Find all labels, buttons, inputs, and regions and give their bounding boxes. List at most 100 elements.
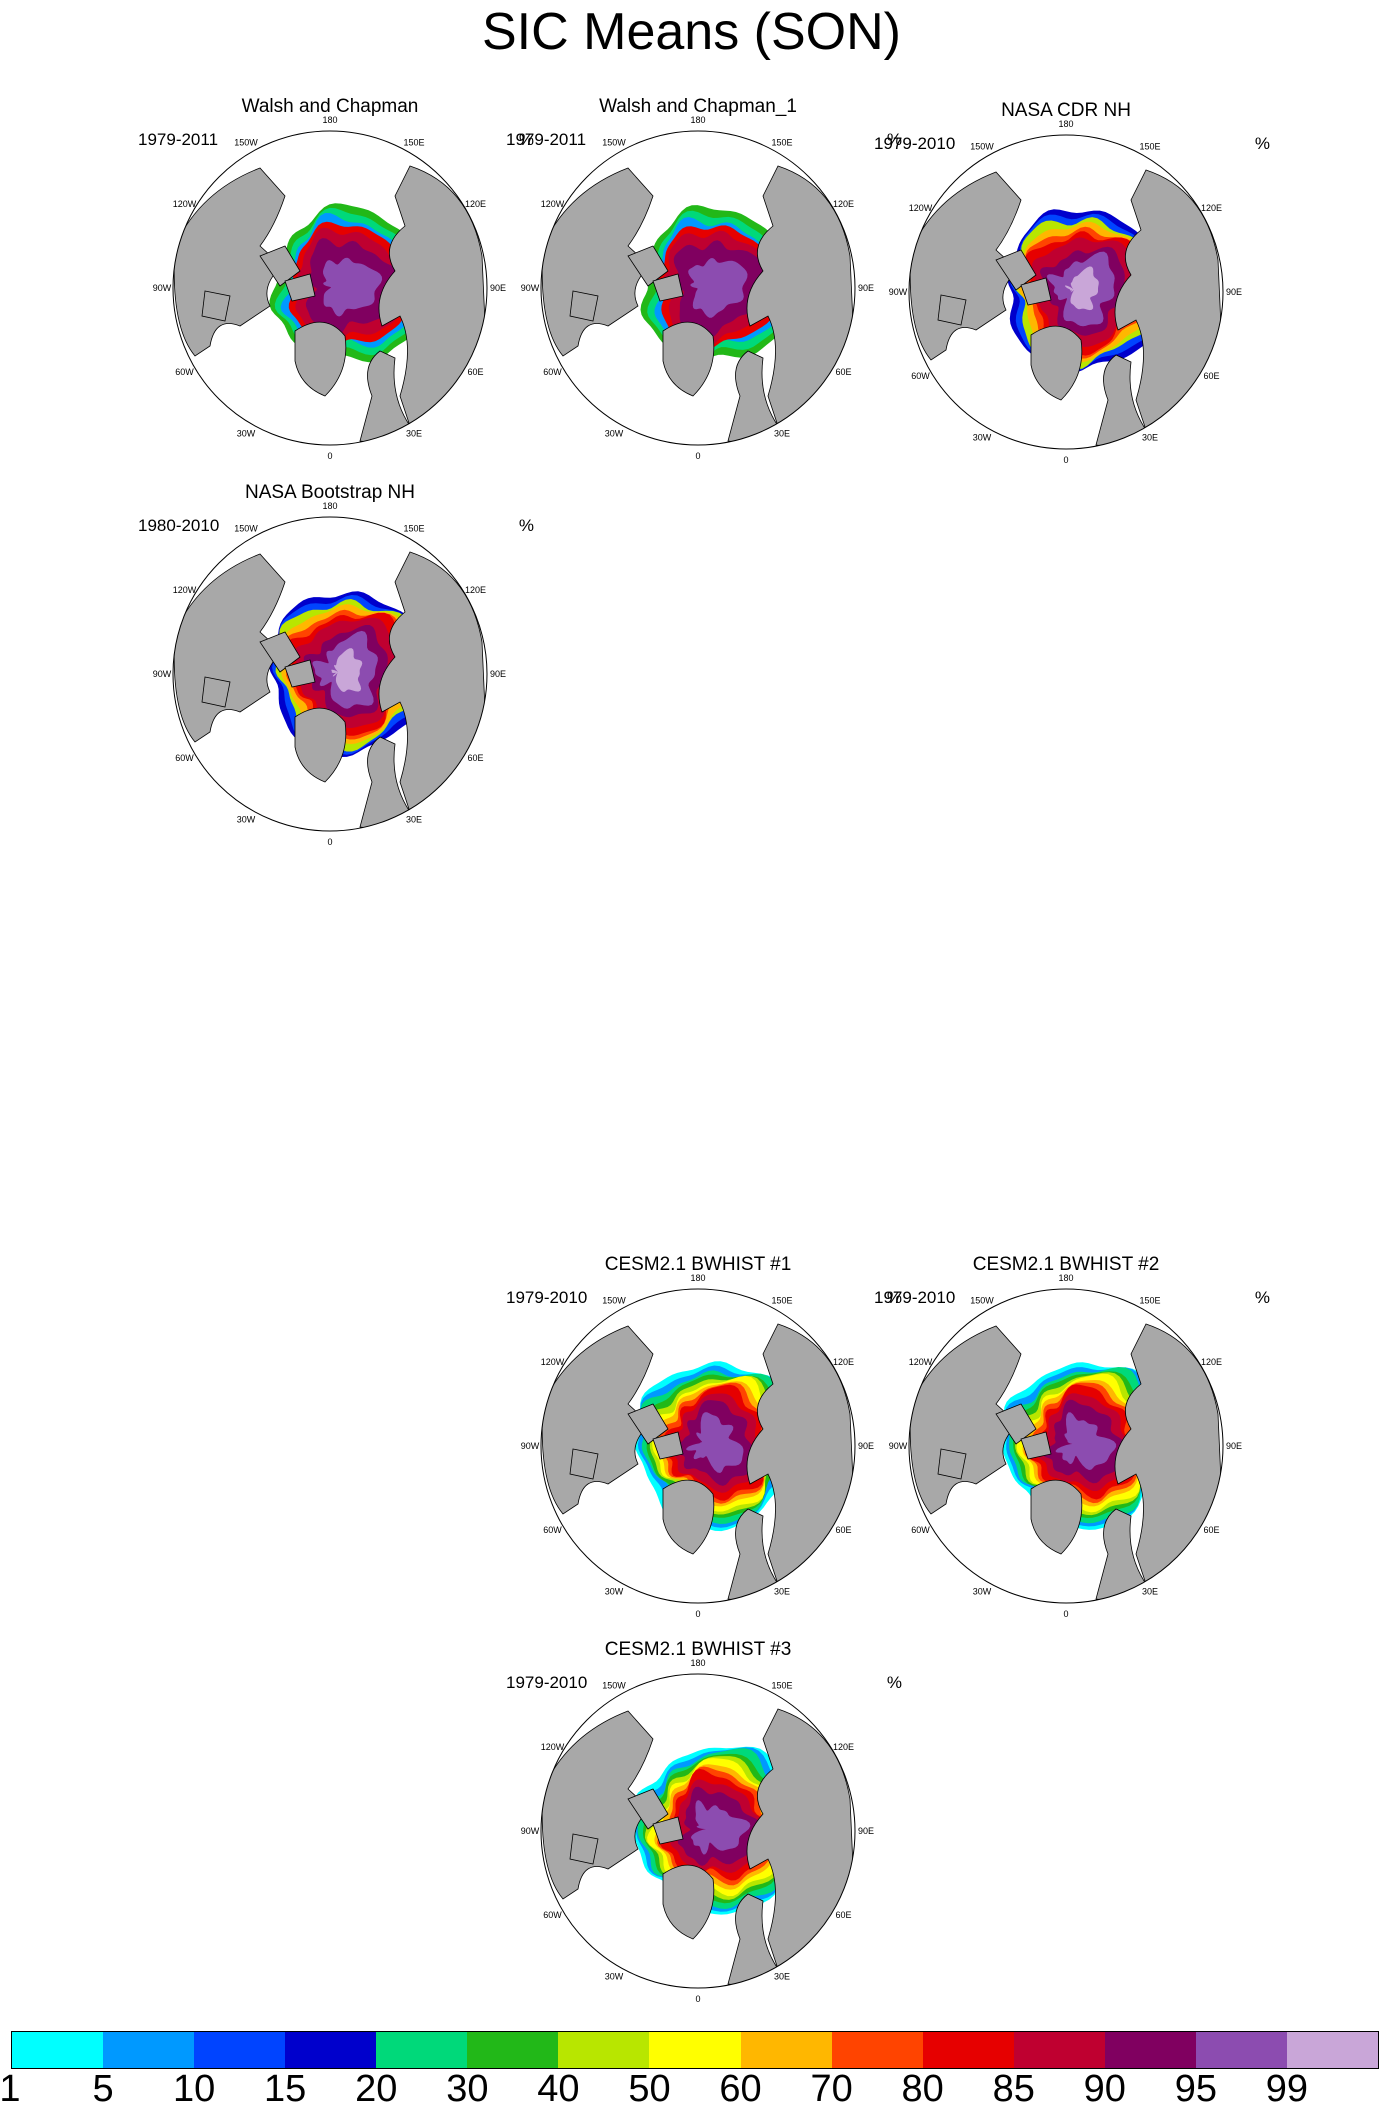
sea-ice-contour (1055, 1412, 1117, 1470)
colorbar-segment (740, 2032, 832, 2068)
lon-label: 180 (690, 1273, 705, 1283)
land-mass (652, 1431, 684, 1460)
lon-label: 150W (602, 1296, 626, 1306)
colorbar-label: 85 (992, 2068, 1035, 2110)
land-mass (541, 1325, 654, 1515)
colorbar-segment (831, 2032, 923, 2068)
panel-unit: % (1254, 1288, 1270, 1307)
land-mass (746, 165, 855, 427)
lon-label: 0 (695, 451, 700, 461)
lon-label: 150E (771, 1681, 792, 1691)
colorbar-label: 20 (355, 2068, 398, 2110)
land-mass (627, 1403, 669, 1445)
lon-label: 90W (521, 1826, 540, 1836)
land-mass (746, 1708, 855, 1970)
lon-label: 120E (833, 1742, 854, 1752)
land-mass (1030, 325, 1083, 401)
colorbar-segment (649, 2032, 741, 2068)
lon-label: 60E (835, 367, 851, 377)
panel-title: Walsh and Chapman (241, 96, 419, 117)
page-title: SIC Means (SON) (482, 3, 901, 61)
land-mass (1095, 354, 1147, 449)
colorbar-label: 30 (446, 2068, 489, 2110)
lon-label: 90W (153, 283, 172, 293)
colorbar-segment (1013, 2032, 1105, 2068)
lon-label: 30E (1142, 433, 1158, 443)
map-border (172, 516, 488, 832)
land-mass (937, 1448, 967, 1480)
sea-ice-contour (691, 1800, 751, 1855)
lon-label: 180 (1058, 1273, 1073, 1283)
colorbar-segment (376, 2032, 468, 2068)
lon-label: 180 (690, 115, 705, 125)
land-mass (294, 707, 347, 783)
panel-unit: % (518, 516, 534, 535)
panel-unit: % (886, 130, 902, 149)
lon-label: 150E (1139, 142, 1160, 152)
lon-label: 30W (237, 429, 256, 439)
sea-ice-contour (331, 648, 363, 692)
panel-period: 1979-2011 (506, 130, 587, 149)
lon-label: 60E (467, 753, 483, 763)
lon-label: 60E (467, 367, 483, 377)
colorbar-label: 50 (628, 2068, 671, 2110)
colorbar-segment (1286, 2032, 1378, 2068)
land-mass (284, 659, 316, 688)
panel-period: 1979-2010 (506, 1673, 588, 1692)
lon-label: 120E (833, 1357, 854, 1367)
panel-unit: % (518, 130, 534, 149)
lon-label: 150E (403, 138, 424, 148)
lon-label: 30E (774, 1587, 790, 1597)
land-mass (541, 167, 654, 357)
panel-period: 1979-2011 (138, 130, 219, 149)
lon-label: 30E (774, 1972, 790, 1982)
lon-label: 60W (543, 1910, 562, 1920)
lon-label: 30W (237, 815, 256, 825)
land-mass (1030, 1479, 1083, 1555)
polar-map: 180 150E 120E 90E 60E 30E 0 30W 60W 90W 120W 150W (521, 1658, 874, 2004)
lon-label: 30E (406, 815, 422, 825)
panel-title: CESM2.1 BWHIST #1 (604, 1254, 792, 1275)
colorbar-segment (467, 2032, 559, 2068)
land-mass (746, 1323, 855, 1585)
land-mass (662, 1479, 715, 1555)
lon-label: 60W (175, 753, 194, 763)
colorbar-segment (103, 2032, 195, 2068)
land-mass (259, 631, 301, 673)
land-mass (569, 290, 599, 322)
lon-label: 180 (1058, 119, 1073, 129)
panel-title: Walsh and Chapman_1 (599, 96, 797, 117)
panel-period: 1979-2010 (874, 1288, 956, 1307)
lon-label: 90E (858, 283, 874, 293)
lon-label: 60W (911, 371, 930, 381)
land-mass (652, 273, 684, 302)
lon-label: 90E (858, 1441, 874, 1451)
land-mass (359, 350, 411, 445)
colorbar-label: 95 (1174, 2068, 1217, 2110)
lon-label: 90W (521, 283, 540, 293)
sea-ice-contour (686, 1412, 744, 1473)
panel-unit: % (1254, 134, 1270, 153)
colorbar-label: 80 (901, 2068, 944, 2110)
lon-label: 120W (541, 1357, 565, 1367)
lon-label: 150W (970, 142, 994, 152)
lon-label: 150W (970, 1296, 994, 1306)
land-mass (1020, 1431, 1052, 1460)
land-mass (662, 1864, 715, 1940)
lon-label: 150W (602, 138, 626, 148)
land-mass (359, 736, 411, 831)
polar-map: 180 150E 120E 90E 60E 30E 0 30W 60W 90W 120W 150W (521, 1273, 874, 1619)
lon-label: 180 (322, 115, 337, 125)
colorbar-label: 1 (0, 2068, 21, 2110)
land-mass (1114, 1323, 1223, 1585)
colorbar-label: 5 (92, 2068, 114, 2110)
lon-label: 150E (403, 524, 424, 534)
lon-label: 150W (602, 1681, 626, 1691)
panel-period: 1980-2010 (138, 516, 220, 535)
panel-cdr: 180 150E 120E 90E 60E 30E 0 30W 60W 90W 120W 150W N… (846, 100, 1286, 480)
lon-label: 0 (695, 1609, 700, 1619)
map-border (540, 1288, 856, 1604)
lon-label: 30W (973, 1587, 992, 1597)
lon-label: 60E (1203, 371, 1219, 381)
colorbar-label: 90 (1083, 2068, 1126, 2110)
